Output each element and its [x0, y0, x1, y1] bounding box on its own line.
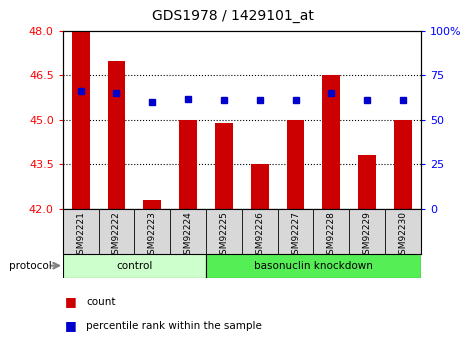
Bar: [143, 200, 161, 209]
Text: GSM92226: GSM92226: [255, 211, 264, 260]
Text: ■: ■: [65, 319, 77, 333]
Bar: [179, 120, 197, 209]
Text: control: control: [116, 261, 153, 270]
Text: GSM92222: GSM92222: [112, 211, 121, 260]
Text: count: count: [86, 297, 115, 307]
Text: GSM92230: GSM92230: [399, 211, 407, 260]
Text: GSM92221: GSM92221: [76, 211, 85, 260]
Text: GDS1978 / 1429101_at: GDS1978 / 1429101_at: [152, 9, 313, 23]
FancyBboxPatch shape: [206, 254, 421, 278]
Text: GSM92227: GSM92227: [291, 211, 300, 260]
Bar: [358, 155, 376, 209]
Bar: [107, 61, 126, 209]
Bar: [72, 31, 90, 209]
Bar: [322, 76, 340, 209]
Bar: [215, 123, 233, 209]
Text: protocol: protocol: [9, 262, 52, 271]
Bar: [251, 164, 269, 209]
Text: ■: ■: [65, 295, 77, 308]
Text: GSM92228: GSM92228: [327, 211, 336, 260]
Bar: [286, 120, 305, 209]
FancyBboxPatch shape: [63, 254, 206, 278]
Text: GSM92225: GSM92225: [219, 211, 228, 260]
Text: percentile rank within the sample: percentile rank within the sample: [86, 321, 262, 331]
Text: GSM92229: GSM92229: [363, 211, 372, 260]
Text: GSM92224: GSM92224: [184, 211, 193, 260]
Bar: [394, 120, 412, 209]
Text: basonuclin knockdown: basonuclin knockdown: [254, 261, 373, 270]
Text: GSM92223: GSM92223: [148, 211, 157, 260]
